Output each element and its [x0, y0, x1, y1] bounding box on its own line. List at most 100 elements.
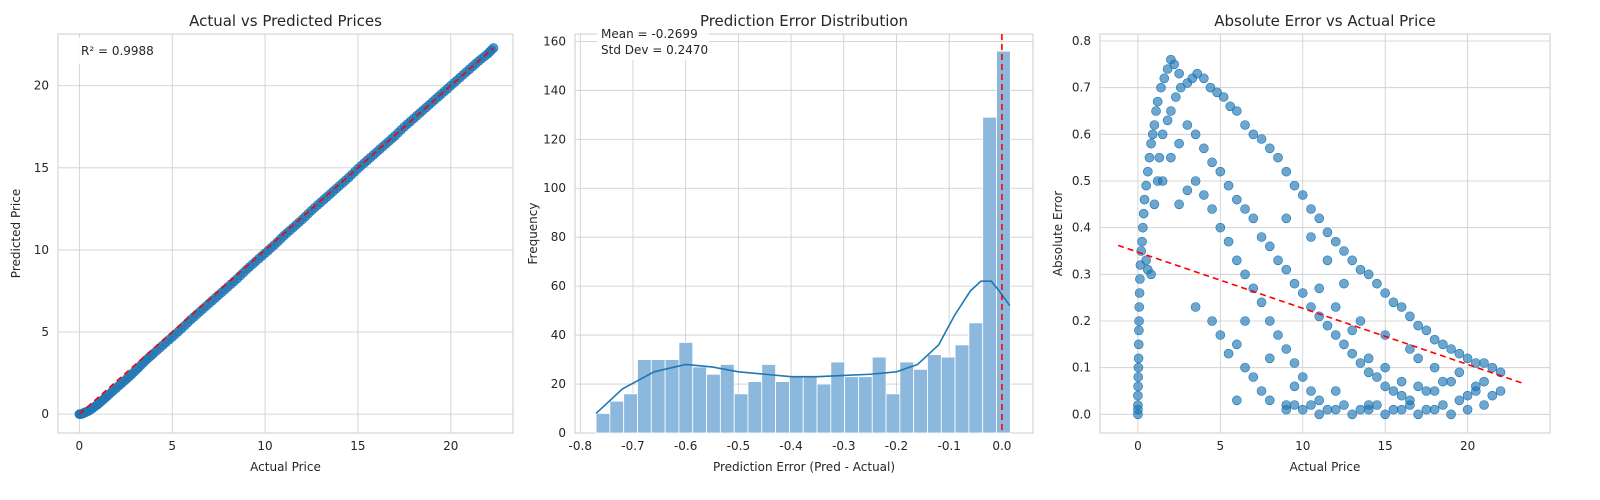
- data-point: [1205, 82, 1216, 93]
- x-tick-label: 15: [350, 439, 365, 453]
- histogram-bar: [733, 393, 749, 434]
- data-point: [1421, 325, 1432, 336]
- stats-annotation: Mean = -0.2699: [601, 27, 698, 41]
- y-tick-label: 20: [34, 79, 49, 93]
- data-point: [1297, 372, 1308, 382]
- data-point: [1339, 246, 1349, 256]
- data-point: [1380, 362, 1390, 373]
- data-point: [1454, 367, 1465, 378]
- data-point: [1454, 348, 1465, 359]
- data-point: [1207, 204, 1217, 214]
- data-point: [1192, 68, 1203, 79]
- y-tick-label: 10: [34, 243, 49, 257]
- data-point: [1446, 376, 1456, 387]
- histogram-bar: [664, 359, 680, 434]
- data-point: [1199, 73, 1209, 84]
- y-axis-label: Predicted Price: [9, 189, 23, 278]
- data-point: [1199, 143, 1209, 154]
- data-point: [1438, 400, 1448, 410]
- histogram-bar: [913, 368, 928, 434]
- data-point: [1137, 236, 1147, 247]
- x-tick-label: 10: [1295, 439, 1310, 453]
- histogram-bar: [719, 364, 735, 434]
- data-point: [1264, 395, 1275, 406]
- y-axis-label: Frequency: [526, 203, 540, 265]
- x-tick-label: 0.0: [992, 439, 1011, 453]
- data-point: [1134, 316, 1144, 326]
- data-point: [1314, 213, 1325, 224]
- data-point: [1355, 404, 1366, 415]
- x-tick-label: -0.1: [937, 439, 960, 453]
- data-point: [1152, 96, 1163, 107]
- y-tick-label: 0.6: [1072, 127, 1091, 141]
- data-point: [1157, 176, 1168, 186]
- data-point: [1363, 367, 1374, 378]
- data-point: [1218, 92, 1229, 102]
- data-point: [1146, 269, 1156, 280]
- data-point: [1289, 180, 1300, 191]
- data-point: [1232, 395, 1242, 406]
- data-point: [1232, 255, 1242, 266]
- data-point: [1212, 87, 1222, 98]
- data-point: [1289, 381, 1300, 392]
- x-tick-label: -0.5: [727, 439, 750, 453]
- data-point: [1347, 409, 1357, 420]
- data-point: [1454, 395, 1465, 406]
- data-point: [1139, 194, 1150, 205]
- data-point: [1330, 236, 1341, 247]
- data-point: [1248, 129, 1259, 140]
- data-point: [1421, 386, 1432, 396]
- data-point: [1306, 400, 1316, 410]
- data-point: [1306, 232, 1316, 242]
- data-point: [1330, 302, 1341, 312]
- panel-absolute-error: 0 5 10 15 20 0.0 0.1 0.2 0.3 0.4 0.5 0.6 0.7 0.8 Absol…: [1051, 12, 1551, 474]
- data-point: [1363, 269, 1374, 280]
- data-point: [1355, 316, 1366, 326]
- histogram-bar: [816, 383, 832, 434]
- x-tick-label: -0.7: [621, 439, 644, 453]
- data-point: [1133, 339, 1144, 350]
- data-point: [1281, 166, 1292, 177]
- panel-error-distribution: -0.8 -0.7 -0.6 -0.5 -0.4 -0.3 -0.2 -0.1 0.0 0 20 40…: [526, 12, 1034, 474]
- data-point: [1380, 288, 1390, 298]
- y-tick-label: 0.4: [1072, 221, 1091, 235]
- data-point: [1438, 376, 1448, 387]
- y-tick-label: 120: [543, 132, 566, 146]
- x-tick-label: -0.6: [674, 439, 697, 453]
- data-point: [1347, 348, 1357, 359]
- data-point: [1175, 82, 1186, 93]
- y-axis-label: Absolute Error: [1051, 191, 1065, 277]
- annotation-box: [76, 38, 158, 64]
- data-point: [1151, 106, 1161, 116]
- data-point: [1264, 316, 1275, 326]
- annotation-box: [597, 26, 709, 60]
- histogram-bar: [775, 381, 790, 434]
- data-point: [1174, 68, 1184, 79]
- y-tick-label: 60: [551, 279, 566, 293]
- data-point: [1429, 334, 1440, 345]
- histogram-bar: [858, 376, 873, 434]
- data-point: [1133, 400, 1143, 410]
- data-point: [1134, 288, 1145, 298]
- data-point: [1388, 297, 1399, 308]
- data-point: [1281, 213, 1292, 224]
- data-point: [1380, 381, 1390, 392]
- data-point: [1182, 185, 1193, 196]
- data-point: [1133, 381, 1143, 392]
- data-point: [1347, 255, 1357, 266]
- x-axis-label: Prediction Error (Pred - Actual): [713, 460, 895, 474]
- y-tick-label: 0.1: [1072, 361, 1091, 375]
- histogram-bar: [968, 322, 984, 434]
- data-point: [1306, 386, 1316, 396]
- data-point: [1429, 404, 1440, 415]
- x-tick-label: 5: [168, 439, 176, 453]
- data-point: [1157, 129, 1168, 140]
- histogram-bar: [609, 400, 625, 434]
- histogram-bar: [871, 356, 887, 434]
- stats-annotation: Std Dev = 0.2470: [601, 43, 708, 57]
- kde-line: [595, 280, 1011, 415]
- x-tick-label: 0: [1134, 439, 1142, 453]
- y-tick-label: 40: [551, 328, 566, 342]
- data-point: [1471, 381, 1481, 392]
- histogram-bar: [940, 356, 956, 434]
